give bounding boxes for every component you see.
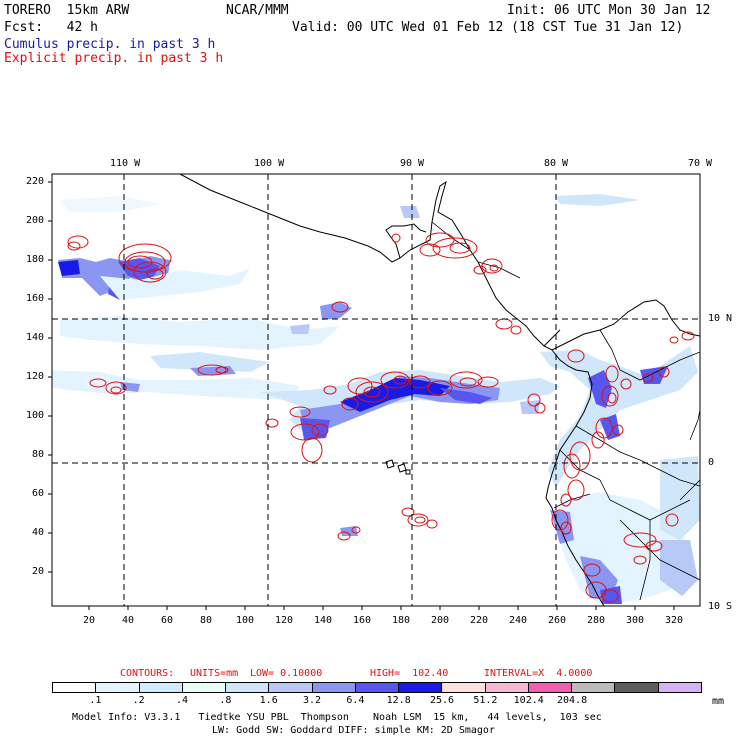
model-name: TORERO 15km ARW	[4, 3, 130, 18]
colorbar-swatch	[53, 683, 96, 692]
lat-label-10n: 10 N	[708, 313, 733, 324]
colorbar-swatch	[527, 683, 572, 692]
colorbar-value-label: .8	[219, 695, 232, 706]
lon-label-90w: 90 W	[400, 158, 425, 169]
axis-ticks	[48, 181, 675, 610]
y-tick-label: 200	[26, 215, 45, 226]
lon-label-70w: 70 W	[688, 158, 713, 169]
colorbar-swatch	[181, 683, 226, 692]
colorbar-labels: .1 .2 .4 .8 1.6 3.2 6.4 12.8 25.6 51.2 102.4 204.8	[52, 696, 702, 708]
model-info: Model Info: V3.3.1 Tiedtke YSU PBL Thomp…	[72, 712, 602, 723]
colorbar-swatch	[614, 683, 658, 692]
lat-label-10s: 10 S	[708, 601, 733, 612]
y-tick-label: 40	[32, 527, 45, 538]
colorbar-swatch	[398, 683, 442, 692]
colorbar-swatch	[138, 683, 182, 692]
y-tick-label: 160	[26, 293, 45, 304]
x-tick-label: 20	[83, 615, 96, 626]
contours-label: CONTOURS:	[120, 668, 175, 679]
x-tick-label: 120	[275, 615, 294, 626]
x-tick-label: 40	[122, 615, 135, 626]
map-frame	[51, 173, 701, 607]
y-tick-label: 140	[26, 332, 45, 343]
x-tick-label: 280	[587, 615, 606, 626]
colorbar-value-label: 12.8	[386, 695, 411, 706]
x-tick-label: 140	[314, 615, 333, 626]
y-tick-label: 20	[32, 566, 45, 577]
colorbar-value-label: .1	[89, 695, 102, 706]
colorbar-swatch	[225, 683, 269, 692]
x-tick-label: 300	[626, 615, 645, 626]
map-layers	[52, 174, 700, 606]
x-tick-label: 200	[431, 615, 450, 626]
lat-lon-grid	[52, 174, 700, 606]
y-tick-label: 120	[26, 371, 45, 382]
galapagos-islands	[385, 459, 411, 475]
field-label-cumulus: Cumulus precip. in past 3 h	[4, 37, 216, 52]
colorbar-swatch	[268, 683, 312, 692]
colorbar-swatch	[354, 683, 399, 692]
x-tick-label: 240	[509, 615, 528, 626]
lon-label-80w: 80 W	[544, 158, 569, 169]
y-tick-label: 100	[26, 410, 45, 421]
colorbar-value-label: 6.4	[346, 695, 365, 706]
colorbar-value-label: 204.8	[557, 695, 588, 706]
x-tick-label: 100	[236, 615, 255, 626]
colorbar-value-label: .4	[176, 695, 189, 706]
x-tick-label: 220	[470, 615, 489, 626]
lon-label-110w: 110 W	[110, 158, 141, 169]
cumulus-precip-shading	[52, 194, 700, 604]
y-tick-label: 220	[26, 176, 45, 187]
contours-units: UNITS=mm	[190, 668, 239, 679]
lat-label-0: 0	[708, 457, 715, 468]
colorbar-swatch	[95, 683, 139, 692]
colorbar-value-label: .2	[132, 695, 145, 706]
field-label-explicit: Explicit precip. in past 3 h	[4, 51, 224, 66]
colorbar-value-label: 25.6	[430, 695, 455, 706]
valid-time: Valid: 00 UTC Wed 01 Feb 12 (18 CST Tue …	[292, 20, 684, 35]
contours-low: LOW= 0.10000	[250, 668, 323, 679]
colorbar-value-label: 1.6	[259, 695, 278, 706]
y-tick-label: 80	[32, 449, 45, 460]
lon-label-100w: 100 W	[254, 158, 285, 169]
contours-interval: INTERVAL=X 4.0000	[484, 668, 593, 679]
colorbar-swatch	[571, 683, 615, 692]
institution: NCAR/MMM	[226, 3, 289, 18]
x-tick-label: 260	[548, 615, 567, 626]
colorbar-swatch	[484, 683, 528, 692]
x-tick-label: 80	[200, 615, 213, 626]
x-tick-label: 60	[161, 615, 174, 626]
contours-high: HIGH= 102.40	[370, 668, 449, 679]
y-tick-label: 180	[26, 254, 45, 265]
y-tick-label: 60	[32, 488, 45, 499]
physics-info: LW: Godd SW: Goddard DIFF: simple KM: 2D…	[212, 725, 495, 736]
colorbar-value-label: 3.2	[303, 695, 322, 706]
colorbar-swatch	[657, 683, 701, 692]
forecast-hour: Fcst: 42 h	[4, 20, 98, 35]
country-borders	[431, 221, 700, 601]
colorbar-unit: mm	[712, 696, 725, 707]
x-tick-label: 160	[353, 615, 372, 626]
explicit-precip-contours	[67, 232, 695, 603]
colorbar-swatch	[441, 683, 485, 692]
x-tick-label: 320	[665, 615, 684, 626]
colorbar-value-label: 51.2	[473, 695, 498, 706]
colorbar-swatch	[311, 683, 355, 692]
x-tick-label: 180	[392, 615, 411, 626]
init-time: Init: 06 UTC Mon 30 Jan 12	[507, 3, 711, 18]
colorbar-value-label: 102.4	[513, 695, 544, 706]
colorbar	[52, 682, 702, 693]
